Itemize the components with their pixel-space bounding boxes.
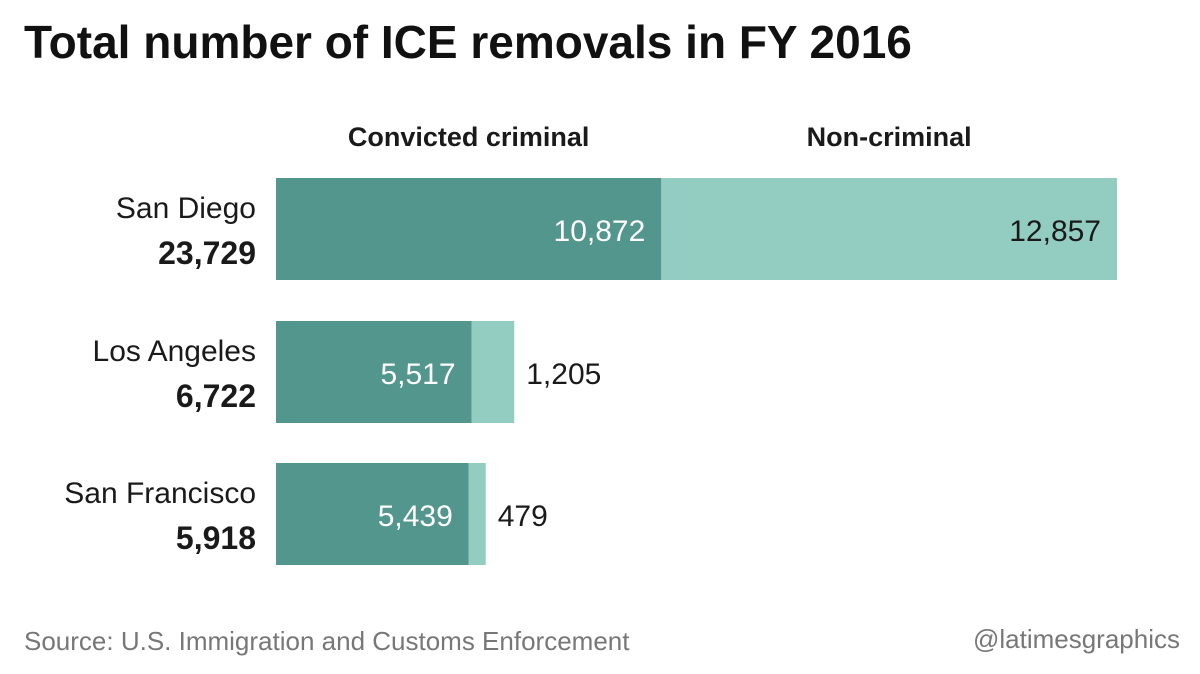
data-label-san-diego-convicted-criminal: 10,872 xyxy=(554,215,646,248)
bar-san-diego-non-criminal xyxy=(661,178,1117,280)
category-total-los-angeles: 6,722 xyxy=(176,378,256,414)
credit-handle: @latimesgraphics xyxy=(972,624,1180,654)
bar-los-angeles-convicted-criminal xyxy=(276,321,472,423)
source-note: Source: U.S. Immigration and Customs Enf… xyxy=(24,626,630,656)
data-label-san-francisco-convicted-criminal: 5,439 xyxy=(378,500,453,533)
legend-label-non-criminal: Non-criminal xyxy=(807,122,972,152)
category-label-los-angeles: Los Angeles xyxy=(93,335,256,368)
legend-label-convicted-criminal: Convicted criminal xyxy=(348,122,590,152)
bar-san-francisco-non-criminal xyxy=(468,463,486,565)
bar-san-francisco-convicted-criminal xyxy=(276,463,469,565)
data-label-los-angeles-convicted-criminal: 5,517 xyxy=(380,358,455,391)
data-label-san-diego-non-criminal: 12,857 xyxy=(1009,215,1101,248)
data-label-san-francisco-non-criminal: 479 xyxy=(498,500,548,533)
bar-san-diego-convicted-criminal xyxy=(276,178,662,280)
bar-los-angeles-non-criminal xyxy=(471,321,515,423)
category-label-san-diego: San Diego xyxy=(116,192,256,225)
chart-title: Total number of ICE removals in FY 2016 xyxy=(24,16,912,68)
data-label-los-angeles-non-criminal: 1,205 xyxy=(526,358,601,391)
category-label-san-francisco: San Francisco xyxy=(64,477,256,510)
category-total-san-francisco: 5,918 xyxy=(176,520,256,556)
category-total-san-diego: 23,729 xyxy=(158,235,256,271)
